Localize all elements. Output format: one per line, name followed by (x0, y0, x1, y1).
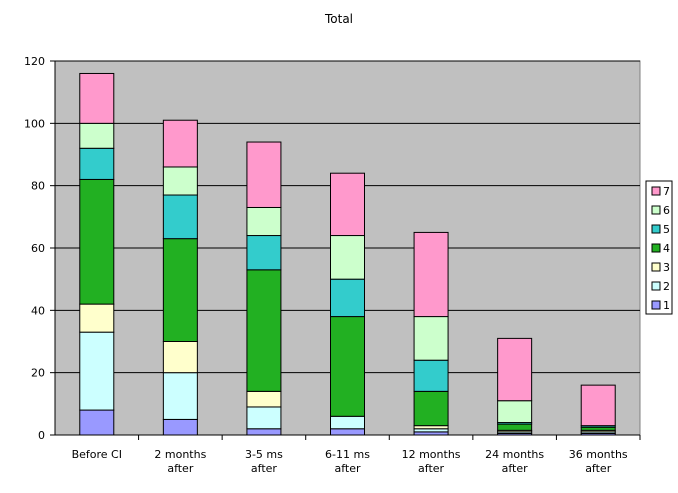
legend-swatch-5 (651, 224, 661, 234)
x-tick-label: Before CI (72, 448, 122, 461)
legend-label-5: 5 (663, 223, 670, 236)
y-tick-label: 0 (38, 429, 45, 442)
bar-segment-series-5 (413, 359, 449, 392)
bar-segment-series-5 (162, 194, 198, 240)
bar-segment-series-6 (497, 400, 533, 424)
bar-segment-series-7 (497, 337, 533, 402)
bar-segment-series-1 (330, 428, 365, 436)
x-tick-label: after (334, 462, 361, 475)
x-tick-label: after (502, 462, 529, 475)
legend-swatch-3 (651, 262, 661, 272)
bars (79, 72, 616, 436)
y-tick-label: 120 (24, 55, 45, 68)
y-tick-label: 40 (31, 304, 45, 317)
bar-segment-series-4 (330, 316, 365, 417)
bar-segment-series-7 (162, 119, 198, 168)
bar-segment-series-4 (79, 178, 115, 305)
x-tick-label: 36 months (569, 448, 628, 461)
legend-label-7: 7 (663, 185, 670, 198)
bar-segment-series-7 (580, 384, 616, 427)
legend-swatch-6 (651, 205, 661, 215)
x-tick-label: 3-5 ms (245, 448, 283, 461)
x-tick-label: after (585, 462, 612, 475)
bar-segment-series-7 (79, 72, 115, 124)
bar-segment-series-7 (330, 172, 365, 237)
bar-segment-series-6 (413, 316, 449, 361)
x-tick-label: 24 months (485, 448, 544, 461)
gridlines (55, 60, 640, 374)
bar-segment-series-6 (330, 235, 365, 280)
bar-segment-series-2 (246, 406, 282, 430)
bar-segment-series-1 (79, 409, 115, 436)
chart-title: Total (324, 12, 353, 26)
legend: 7 6 5 4 3 2 1 (645, 180, 673, 315)
bar-segment-series-6 (162, 166, 198, 196)
bar-segment-series-2 (79, 331, 115, 411)
bar-segment-series-5 (79, 147, 115, 180)
bar-segment-series-1 (246, 428, 282, 436)
legend-label-6: 6 (663, 204, 670, 217)
bar-segment-series-7 (413, 231, 449, 318)
bar-segment-series-4 (162, 238, 198, 342)
x-tick-label: 6-11 ms (325, 448, 370, 461)
x-tick-label: after (167, 462, 194, 475)
bar-segment-series-7 (246, 141, 282, 208)
bar-segment-series-6 (79, 122, 115, 149)
bar-segment-series-5 (330, 278, 365, 318)
bar-segment-series-2 (330, 415, 365, 430)
legend-swatch-1 (651, 300, 661, 310)
x-tick-label: after (251, 462, 278, 475)
y-tick-label: 80 (31, 180, 45, 193)
x-tick-label: 2 months (154, 448, 206, 461)
legend-swatch-4 (651, 243, 661, 253)
bar-segment-series-3 (246, 390, 282, 408)
bar-segment-series-4 (246, 269, 282, 392)
y-tick-label: 100 (24, 117, 45, 130)
legend-swatch-2 (651, 281, 661, 291)
x-tick-label: after (418, 462, 445, 475)
bar-segment-series-4 (497, 423, 533, 431)
y-tick-label: 60 (31, 242, 45, 255)
legend-swatch-7 (651, 186, 661, 196)
bar-segment-series-2 (162, 372, 198, 420)
bar-segment-series-1 (162, 418, 198, 436)
legend-label-4: 4 (663, 242, 670, 255)
legend-label-2: 2 (663, 280, 670, 293)
bar-segment-series-3 (79, 303, 115, 333)
bar-segment-series-3 (162, 341, 198, 374)
bar-segment-series-4 (413, 390, 449, 427)
legend-label-3: 3 (663, 261, 670, 274)
x-tick-label: 12 months (402, 448, 461, 461)
bar-segment-series-5 (246, 235, 282, 271)
y-tick-label: 20 (31, 367, 45, 380)
legend-label-1: 1 (663, 299, 670, 312)
bar-segment-series-6 (246, 206, 282, 237)
